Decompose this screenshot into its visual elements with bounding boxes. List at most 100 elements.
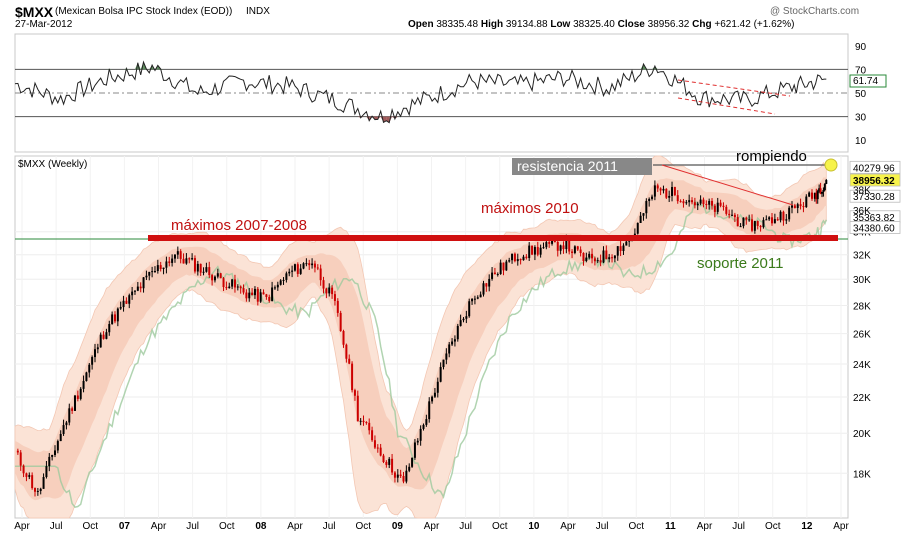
price-x-tick: Oct <box>82 521 98 532</box>
price-candle-body <box>345 344 348 359</box>
price-candle-body <box>205 267 208 272</box>
price-candle-body <box>236 286 239 288</box>
price-candle-body <box>436 381 439 393</box>
price-candle-body <box>33 488 36 492</box>
price-candle-body <box>48 456 51 467</box>
indicator-oversold-fill <box>374 116 378 120</box>
price-comparison-line <box>15 199 828 509</box>
low-value: 38325.40 <box>573 19 615 30</box>
price-candle-body <box>119 307 122 309</box>
price-candle-body <box>796 204 799 209</box>
price-right-label-box <box>849 173 901 187</box>
price-candle-body <box>682 201 685 204</box>
price-candle-body <box>625 241 628 246</box>
price-candle-body <box>551 239 554 244</box>
price-candle-body <box>722 205 725 207</box>
price-candle-body <box>439 367 442 382</box>
price-candle-body <box>522 256 525 261</box>
quote-date: 27-Mar-2012 <box>15 19 73 30</box>
price-candle-body <box>805 196 808 208</box>
price-candle-body <box>111 314 114 325</box>
indicator-channel-lower <box>677 97 776 115</box>
indicator-channel-upper <box>677 79 791 97</box>
price-candle-body <box>556 242 559 251</box>
price-candle-body <box>25 473 28 477</box>
price-candle-body <box>131 291 134 296</box>
price-candle-body <box>539 247 542 255</box>
price-candle-body <box>673 187 676 196</box>
price-candle-body <box>525 256 528 259</box>
price-candle-body <box>79 388 82 399</box>
indicator-last-value: 61.74 <box>853 76 878 87</box>
exchange: INDX <box>246 6 270 17</box>
price-candle-body <box>533 247 536 255</box>
high-label: High <box>480 19 504 30</box>
price-candle-body <box>779 211 782 221</box>
price-candle-body <box>162 267 165 269</box>
price-candle-body <box>188 258 191 260</box>
indicator-overbought-fill <box>646 68 650 70</box>
price-candle-body <box>696 203 699 206</box>
price-candle-body <box>339 312 342 332</box>
price-right-label: 40279.96 <box>853 163 895 174</box>
price-candle-body <box>145 275 148 278</box>
price-candle-body <box>565 239 568 250</box>
price-candle-body <box>776 219 779 221</box>
price-candle-body <box>122 300 125 308</box>
chg-label: Chg <box>692 19 712 30</box>
price-panel: 34K32K30K28K26K24K22K20K18K AprJulOct07A… <box>14 148 901 532</box>
price-candle-body <box>102 334 105 339</box>
price-candle-body <box>99 334 102 348</box>
price-candle-body <box>685 202 688 204</box>
price-candle-body <box>542 247 545 249</box>
price-candle-body <box>402 475 405 482</box>
price-candle-body <box>679 201 682 203</box>
price-candle-body <box>773 219 776 224</box>
price-candle-body <box>85 372 88 381</box>
price-y-tick: 20K <box>853 429 871 440</box>
price-candle-body <box>239 286 242 289</box>
price-candle-body <box>191 258 194 260</box>
price-candle-body <box>125 300 128 304</box>
price-candle-body <box>333 294 336 301</box>
price-candle-body <box>182 258 185 264</box>
price-candle-body <box>616 246 619 256</box>
price-candle-body <box>639 215 642 223</box>
price-right-label-box <box>849 189 901 203</box>
price-candle-body <box>605 250 608 260</box>
indicator-overbought-fill <box>123 68 127 70</box>
price-candle-body <box>425 419 428 425</box>
price-candle-body <box>65 422 68 426</box>
price-x-tick: 07 <box>119 521 131 532</box>
open-label: Open <box>408 19 434 30</box>
price-x-tick: Jul <box>186 521 199 532</box>
price-candle-body <box>813 192 816 199</box>
price-candle-body <box>325 288 328 294</box>
price-candle-body <box>36 490 39 492</box>
price-candle-body <box>399 474 402 476</box>
price-candle-body <box>273 287 276 289</box>
price-x-tick: Oct <box>628 521 644 532</box>
price-downtrend-line <box>661 164 794 206</box>
indicator-y-tick: 50 <box>855 89 867 100</box>
price-candle-body <box>751 219 754 231</box>
price-candle-body <box>599 260 602 263</box>
price-candle-body <box>416 440 419 443</box>
price-candle-body <box>653 185 656 197</box>
price-candle-body <box>385 461 388 465</box>
indicator-y-tick: 10 <box>855 136 867 147</box>
price-candle-body <box>428 401 431 420</box>
price-candle-body <box>485 283 488 287</box>
indicator-panel: 90 70 50 30 10 61.74 <box>14 33 887 153</box>
price-candle-body <box>213 276 216 281</box>
price-x-tick: Jul <box>596 521 609 532</box>
close-value: 38956.32 <box>647 19 690 30</box>
price-candle-body <box>233 279 236 288</box>
price-candle-body <box>508 260 511 262</box>
price-candle-body <box>536 247 539 255</box>
price-candle-body <box>139 286 142 289</box>
price-candle-body <box>688 200 691 203</box>
price-candle-body <box>691 200 694 203</box>
price-candle-body <box>788 207 791 220</box>
